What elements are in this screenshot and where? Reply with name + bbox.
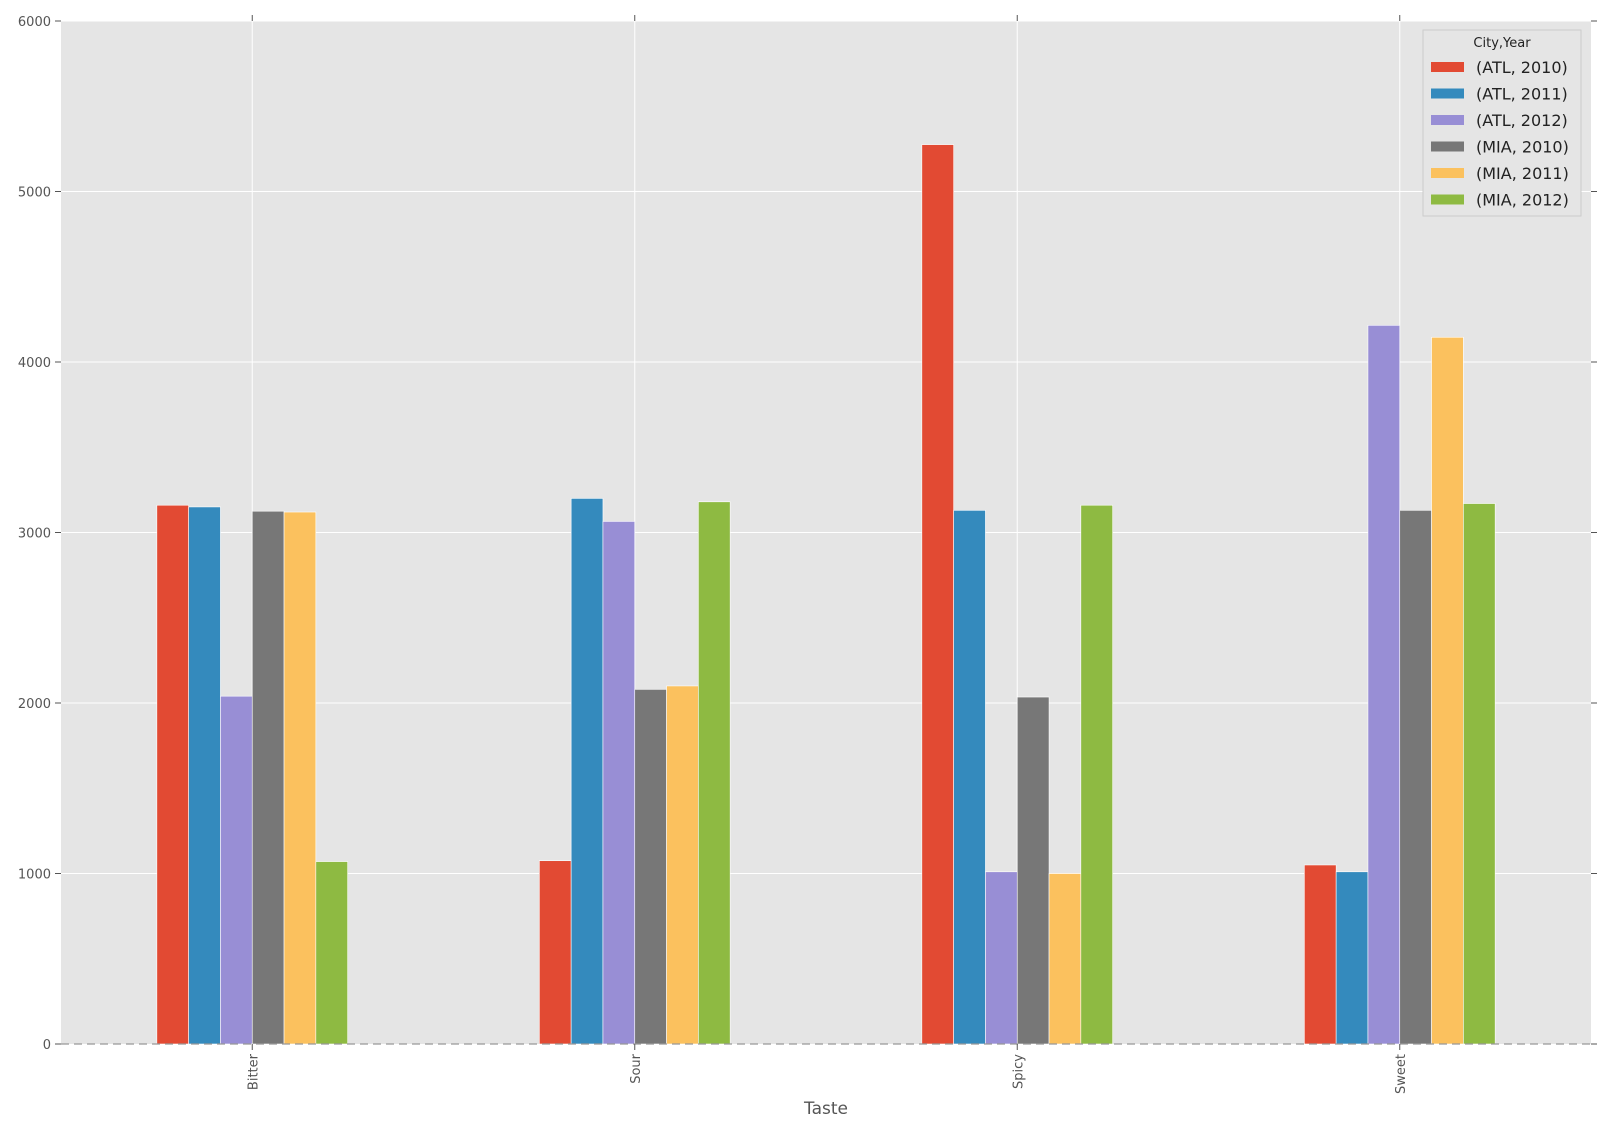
y-tick-label: 2000 [18, 697, 51, 712]
bar [1335, 871, 1369, 1045]
bar [1048, 873, 1082, 1045]
legend-title: City,Year [1473, 36, 1531, 51]
bar [1399, 510, 1432, 1045]
bars [156, 144, 1496, 1045]
bar [1080, 504, 1113, 1045]
legend-items: (ATL, 2010) (ATL, 2011) (ATL, 2012) (MIA, 2… [1431, 58, 1569, 210]
x-tick-label: Bitter [246, 1053, 261, 1090]
bar [602, 521, 636, 1045]
y-axis-tick-labels: 0 1000 2000 3000 4000 5000 6000 [18, 15, 51, 1053]
bar [1367, 325, 1401, 1045]
bar [220, 695, 253, 1045]
legend-label: (ATL, 2012) [1476, 111, 1568, 130]
legend-swatch [1431, 168, 1464, 178]
bar [666, 685, 699, 1045]
bar [1304, 864, 1337, 1045]
x-axis-title: Taste [803, 1099, 848, 1119]
bar [570, 498, 604, 1045]
y-tick-label: 6000 [18, 15, 51, 30]
legend-swatch [1431, 141, 1464, 152]
y-tick-label: 0 [43, 1038, 51, 1053]
bar [634, 689, 667, 1045]
bar [921, 144, 954, 1045]
legend-swatch [1431, 194, 1464, 205]
bar [1016, 696, 1050, 1045]
legend-label: (ATL, 2011) [1476, 85, 1568, 104]
bar [698, 501, 731, 1045]
legend-swatch [1431, 62, 1464, 72]
legend-label: (MIA, 2011) [1476, 164, 1569, 183]
bar [953, 510, 986, 1045]
legend-swatch [1431, 115, 1464, 125]
bar [985, 871, 1018, 1045]
bar [1463, 503, 1496, 1045]
bar [315, 861, 348, 1045]
legend-label: (MIA, 2012) [1476, 191, 1569, 210]
x-tick-label: Sweet [1394, 1054, 1409, 1094]
bar [1431, 336, 1464, 1045]
legend: City,Year (ATL, 2010)(ATL, 2011)(ATL, 20… [1422, 29, 1582, 217]
bar [283, 511, 317, 1045]
y-tick-label: 4000 [18, 356, 51, 371]
bar [188, 506, 221, 1045]
legend-label: (MIA, 2010) [1476, 138, 1569, 157]
x-axis-tick-labels: Bitter Sour Spicy Sweet [246, 1053, 1409, 1094]
x-tick-label: Sour [629, 1053, 644, 1083]
y-tick-label: 3000 [18, 527, 51, 542]
bar [251, 510, 285, 1045]
y-tick-label: 5000 [18, 186, 51, 201]
x-tick-label: Spicy [1011, 1054, 1026, 1089]
y-tick-label: 1000 [18, 868, 51, 883]
bar [539, 860, 572, 1045]
legend-label: (ATL, 2010) [1476, 58, 1568, 77]
axis-ticks [55, 15, 1597, 1050]
legend-swatch [1431, 88, 1464, 99]
bar [156, 504, 189, 1045]
